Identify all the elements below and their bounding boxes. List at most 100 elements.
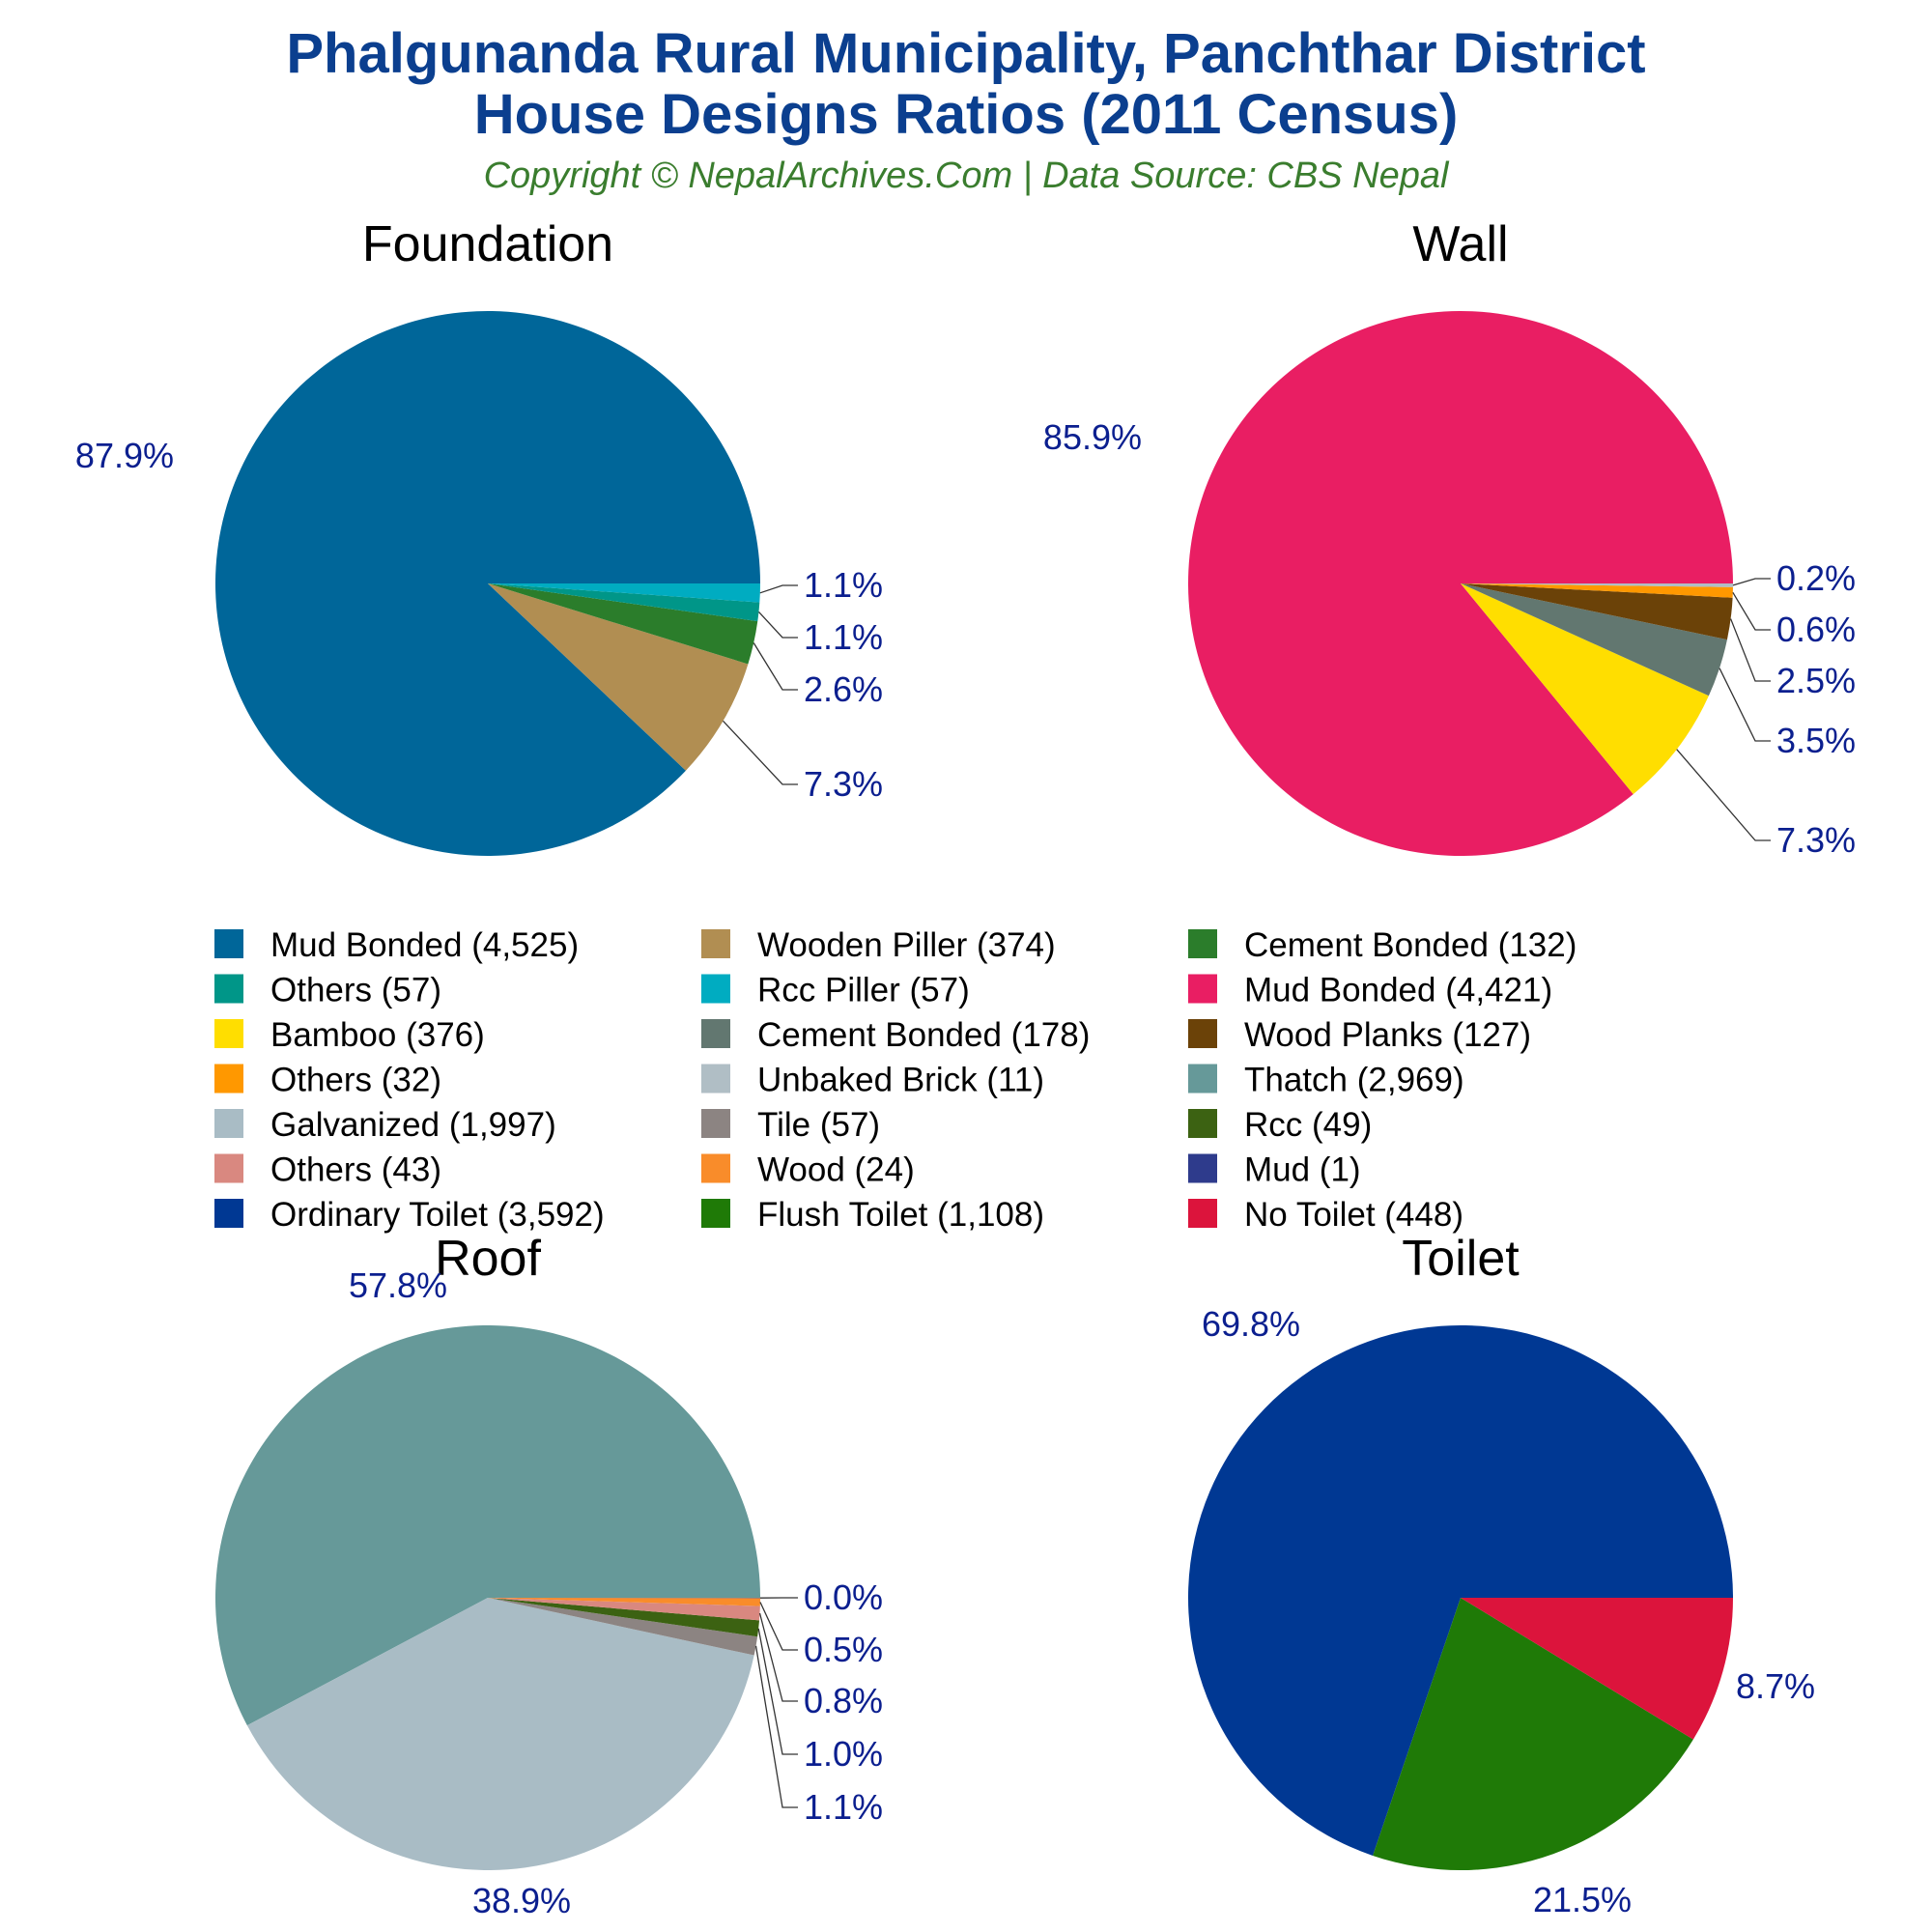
legend-swatch [1188, 1153, 1217, 1183]
pie-slice [488, 1598, 760, 1637]
pie-slice [1461, 1598, 1733, 1740]
legend-swatch [214, 1019, 243, 1048]
pie-pct-label: 0.8% [804, 1681, 883, 1720]
pie-slice [488, 1598, 760, 1621]
pie-pct-label: 0.6% [1776, 610, 1856, 649]
legend-item: Bamboo (376) [214, 1016, 485, 1054]
legend-item: Mud Bonded (4,421) [1188, 972, 1552, 1009]
legend-label: Others (32) [270, 1062, 441, 1099]
pie-slice [214, 311, 760, 857]
legend-label: Tile (57) [757, 1106, 880, 1144]
legend-swatch [214, 1153, 243, 1183]
pie-slice [488, 583, 749, 771]
legend-label: Others (57) [270, 972, 441, 1009]
pie-pct-label: 69.8% [1202, 1304, 1300, 1344]
pie-pct-label: 8.7% [1736, 1666, 1815, 1706]
legend-item: Wood (24) [701, 1151, 915, 1189]
pie-leader-line [1676, 749, 1771, 841]
pie-slice [1373, 1598, 1693, 1870]
legend-label: Wood Planks (127) [1244, 1016, 1531, 1054]
legend-swatch [701, 1153, 730, 1183]
pie-charts: Foundation 87.9% 1.1% 1.1% 2.6% 7.3% Wall 85.9%… [75, 216, 1856, 1920]
legend-label: Flush Toilet (1,108) [757, 1196, 1044, 1234]
pie-pct-label: 2.5% [1776, 661, 1856, 700]
legend-label: Mud Bonded (4,525) [270, 926, 579, 964]
legend-item: Mud (1) [1188, 1151, 1361, 1189]
pie-title: Foundation [362, 216, 613, 272]
legend-swatch [214, 929, 243, 958]
legend-swatch [1188, 1199, 1217, 1228]
legend-swatch [214, 1064, 243, 1094]
legend-label: Rcc Piller (57) [757, 972, 970, 1009]
legend-swatch [701, 1199, 730, 1228]
legend-swatch [701, 1064, 730, 1094]
legend-item: Cement Bonded (178) [701, 1016, 1090, 1054]
legend-label: Bamboo (376) [270, 1016, 485, 1054]
pie-leader-line [1730, 618, 1771, 682]
legend-swatch [701, 1019, 730, 1048]
pie-slice [1461, 583, 1733, 598]
legend-item: Others (43) [214, 1151, 441, 1189]
legend-item: Tile (57) [701, 1106, 880, 1144]
legend-label: Wood (24) [757, 1151, 915, 1189]
legend-label: Mud Bonded (4,421) [1244, 972, 1552, 1009]
chart-title-line1: Phalgunanda Rural Municipality, Panchtha… [286, 22, 1645, 85]
legend-item: Flush Toilet (1,108) [701, 1196, 1044, 1234]
pie-leader-line [759, 1602, 798, 1651]
pie-slice [488, 583, 760, 622]
pie-pct-label: 1.0% [804, 1734, 883, 1774]
legend-swatch [1188, 1019, 1217, 1048]
pie-slice [1188, 1325, 1733, 1856]
legend-label: Ordinary Toilet (3,592) [270, 1196, 605, 1234]
pie-wall: Wall 85.9% 0.2% 0.6% 2.5% 3.5% 7.3% [1043, 216, 1856, 860]
legend-swatch [214, 1109, 243, 1138]
pie-pct-label: 0.5% [804, 1630, 883, 1669]
pie-foundation: Foundation 87.9% 1.1% 1.1% 2.6% 7.3% [75, 216, 883, 857]
legend-swatch [1188, 929, 1217, 958]
pie-slice [488, 583, 758, 665]
pie-slice [1461, 583, 1727, 696]
legend-label: Galvanized (1,997) [270, 1106, 556, 1144]
legend-label: Cement Bonded (132) [1244, 926, 1577, 964]
pie-pct-label: 85.9% [1043, 417, 1142, 457]
legend-item: Ordinary Toilet (3,592) [214, 1196, 605, 1234]
pie-leader-line [757, 611, 798, 639]
legend-item: Unbaked Brick (11) [701, 1062, 1044, 1099]
legend-label: No Toilet (448) [1244, 1196, 1463, 1234]
legend-item: Rcc Piller (57) [701, 972, 970, 1009]
legend-label: Others (43) [270, 1151, 441, 1189]
legend-swatch [701, 974, 730, 1004]
pie-slice [1187, 310, 1733, 856]
legend-swatch [214, 1199, 243, 1228]
pie-pct-label: 57.8% [349, 1265, 447, 1305]
pie-leader-line [1732, 578, 1771, 586]
legend-swatch [701, 929, 730, 958]
legend-item: Mud Bonded (4,525) [214, 926, 579, 964]
pie-slice [1461, 583, 1733, 587]
pie-title: Roof [435, 1231, 541, 1287]
pie-pct-label: 38.9% [472, 1881, 571, 1920]
legend-swatch [214, 974, 243, 1004]
pie-leader-line [723, 720, 798, 785]
pie-leader-line [1719, 668, 1771, 742]
pie-slice [488, 1598, 760, 1606]
pie-slice [215, 1325, 761, 1726]
legend-item: Wooden Piller (374) [701, 926, 1056, 964]
pie-slice [1461, 583, 1709, 795]
pie-slice [246, 1598, 754, 1871]
pie-leader-line [757, 1628, 798, 1755]
pie-leader-line [1732, 591, 1771, 631]
legend-item: Thatch (2,969) [1188, 1062, 1464, 1099]
pie-pct-label: 7.3% [1776, 820, 1856, 860]
pie-pct-label: 0.2% [1776, 558, 1856, 598]
legend-label: Unbaked Brick (11) [757, 1062, 1044, 1099]
legend-item: Others (32) [214, 1062, 441, 1099]
pie-leader-line [758, 1612, 798, 1702]
legend-swatch [1188, 1064, 1217, 1094]
pie-pct-label: 7.3% [804, 764, 883, 804]
pie-pct-label: 1.1% [804, 565, 883, 605]
pie-slice [488, 583, 760, 603]
legend-swatch [1188, 974, 1217, 1004]
